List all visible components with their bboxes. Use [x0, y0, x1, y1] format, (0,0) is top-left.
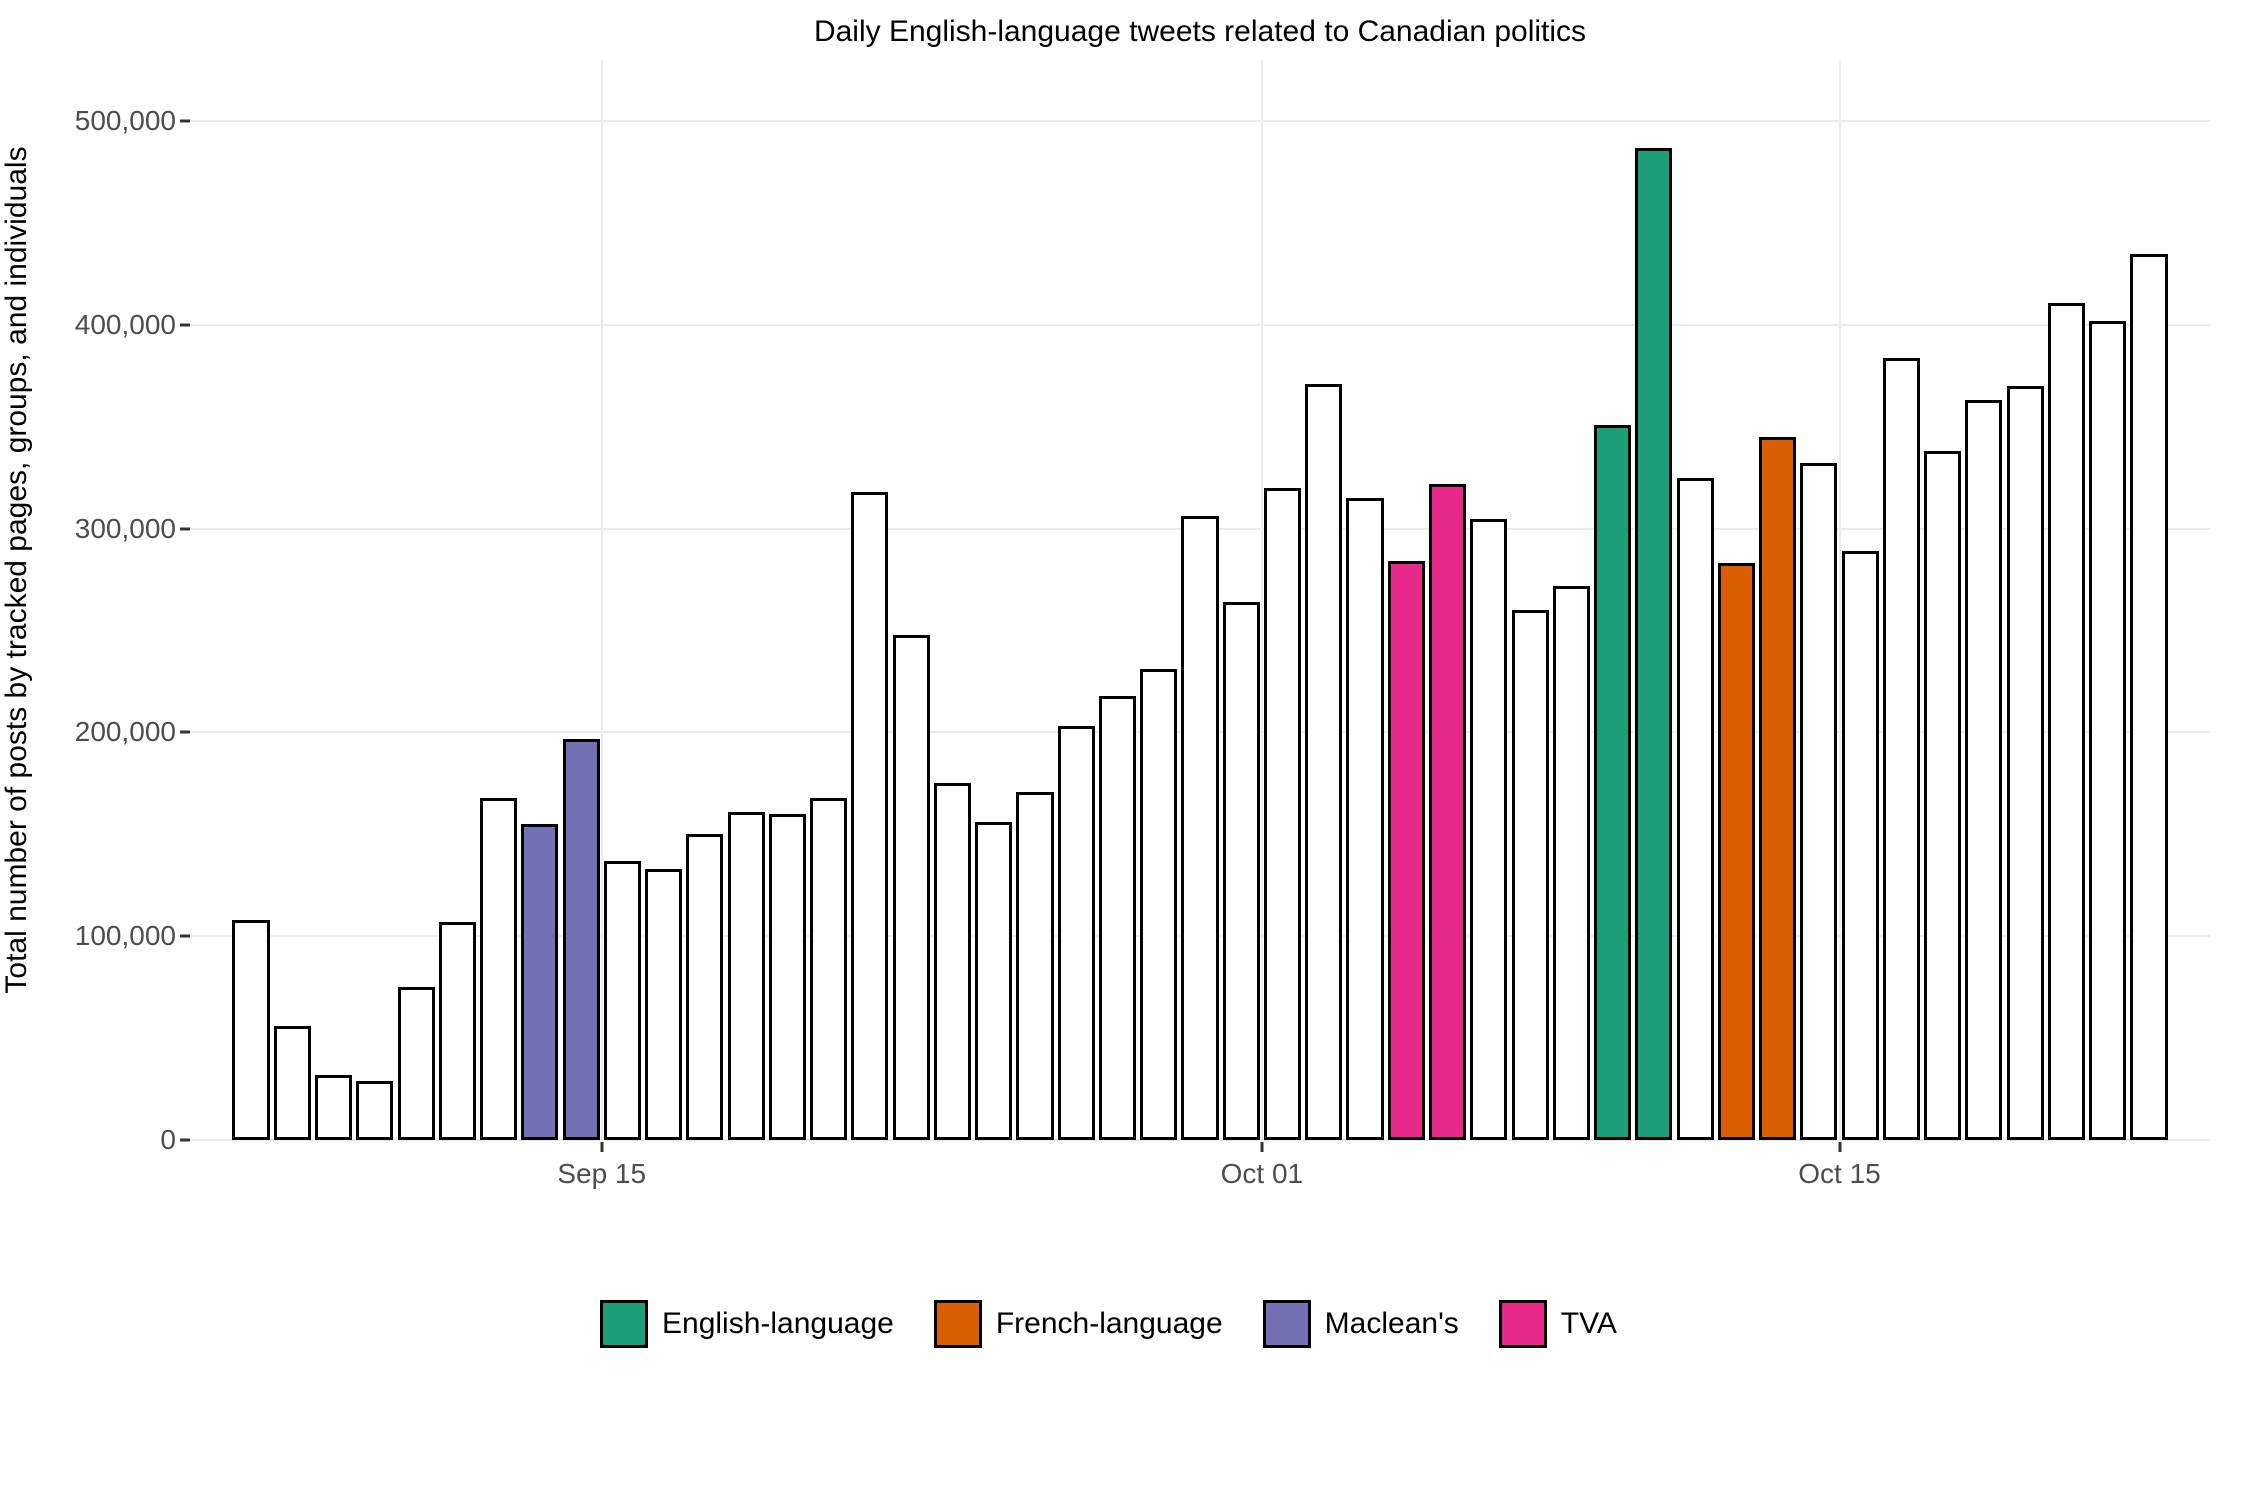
bar: [2007, 386, 2044, 1140]
legend-item-tva: TVA: [1499, 1300, 1617, 1348]
bar: [1388, 561, 1425, 1140]
legend-label: TVA: [1561, 1307, 1617, 1341]
legend-label: English-language: [662, 1307, 894, 1341]
bar: [439, 922, 476, 1140]
bar: [1429, 484, 1466, 1140]
x-tick-label: Oct 01: [1221, 1140, 1303, 1190]
bar: [315, 1075, 352, 1140]
bar: [1016, 792, 1053, 1140]
bar: [728, 812, 765, 1140]
bar: [1965, 400, 2002, 1140]
bar: [1718, 563, 1755, 1140]
legend-swatch: [1499, 1300, 1547, 1348]
legend-label: Maclean's: [1325, 1307, 1459, 1341]
bar: [1677, 478, 1714, 1140]
bar: [2048, 303, 2085, 1141]
bar: [1264, 488, 1301, 1140]
bar: [1099, 696, 1136, 1140]
y-tick-label: 300,000: [75, 513, 190, 545]
bar: [1181, 516, 1218, 1140]
legend-label: French-language: [996, 1307, 1223, 1341]
bar: [1553, 586, 1590, 1140]
bar: [2089, 321, 2126, 1140]
bar: [521, 824, 558, 1140]
legend-swatch: [934, 1300, 982, 1348]
bar: [645, 869, 682, 1140]
y-tick-label: 500,000: [75, 105, 190, 137]
legend-item-french: French-language: [934, 1300, 1223, 1348]
bar: [1512, 610, 1549, 1140]
bar: [1759, 437, 1796, 1140]
x-tick-label: Oct 15: [1798, 1140, 1880, 1190]
x-tick-label: Sep 15: [557, 1140, 646, 1190]
bar: [1924, 451, 1961, 1140]
bar: [1305, 384, 1342, 1140]
figure: Total number of posts by tracked pages, …: [0, 0, 2250, 1500]
bar: [1058, 726, 1095, 1140]
bar: [1223, 602, 1260, 1140]
chart-title: Daily English-language tweets related to…: [190, 15, 2210, 49]
bar: [686, 834, 723, 1140]
bar: [851, 492, 888, 1140]
bar: [356, 1081, 393, 1140]
legend-swatch: [1263, 1300, 1311, 1348]
bar: [1140, 669, 1177, 1140]
bar: [1470, 519, 1507, 1141]
bar: [232, 920, 269, 1140]
legend-item-english: English-language: [600, 1300, 894, 1348]
bar: [480, 798, 517, 1140]
bar: [2130, 254, 2167, 1140]
plot-area: 0100,000200,000300,000400,000500,000 Sep…: [190, 60, 2210, 1140]
y-axis-label: Total number of posts by tracked pages, …: [0, 0, 60, 1140]
bar: [769, 814, 806, 1140]
bar: [604, 861, 641, 1140]
bar: [1800, 463, 1837, 1140]
y-tick-label: 0: [160, 1124, 190, 1156]
bar: [1594, 425, 1631, 1140]
bar: [563, 739, 600, 1140]
bar: [1346, 498, 1383, 1140]
y-tick-label: 200,000: [75, 716, 190, 748]
bar: [1842, 551, 1879, 1140]
bar: [810, 798, 847, 1140]
y-tick-label: 400,000: [75, 309, 190, 341]
bar: [893, 635, 930, 1140]
bar: [398, 987, 435, 1140]
bars-layer: [190, 60, 2210, 1140]
legend: English-language French-language Maclean's…: [600, 1300, 1617, 1348]
y-tick-label: 100,000: [75, 920, 190, 952]
bar: [274, 1026, 311, 1140]
legend-item-macleans: Maclean's: [1263, 1300, 1459, 1348]
legend-swatch: [600, 1300, 648, 1348]
bar: [975, 822, 1012, 1140]
bar: [1635, 148, 1672, 1140]
bar: [1883, 358, 1920, 1140]
bar: [934, 783, 971, 1140]
